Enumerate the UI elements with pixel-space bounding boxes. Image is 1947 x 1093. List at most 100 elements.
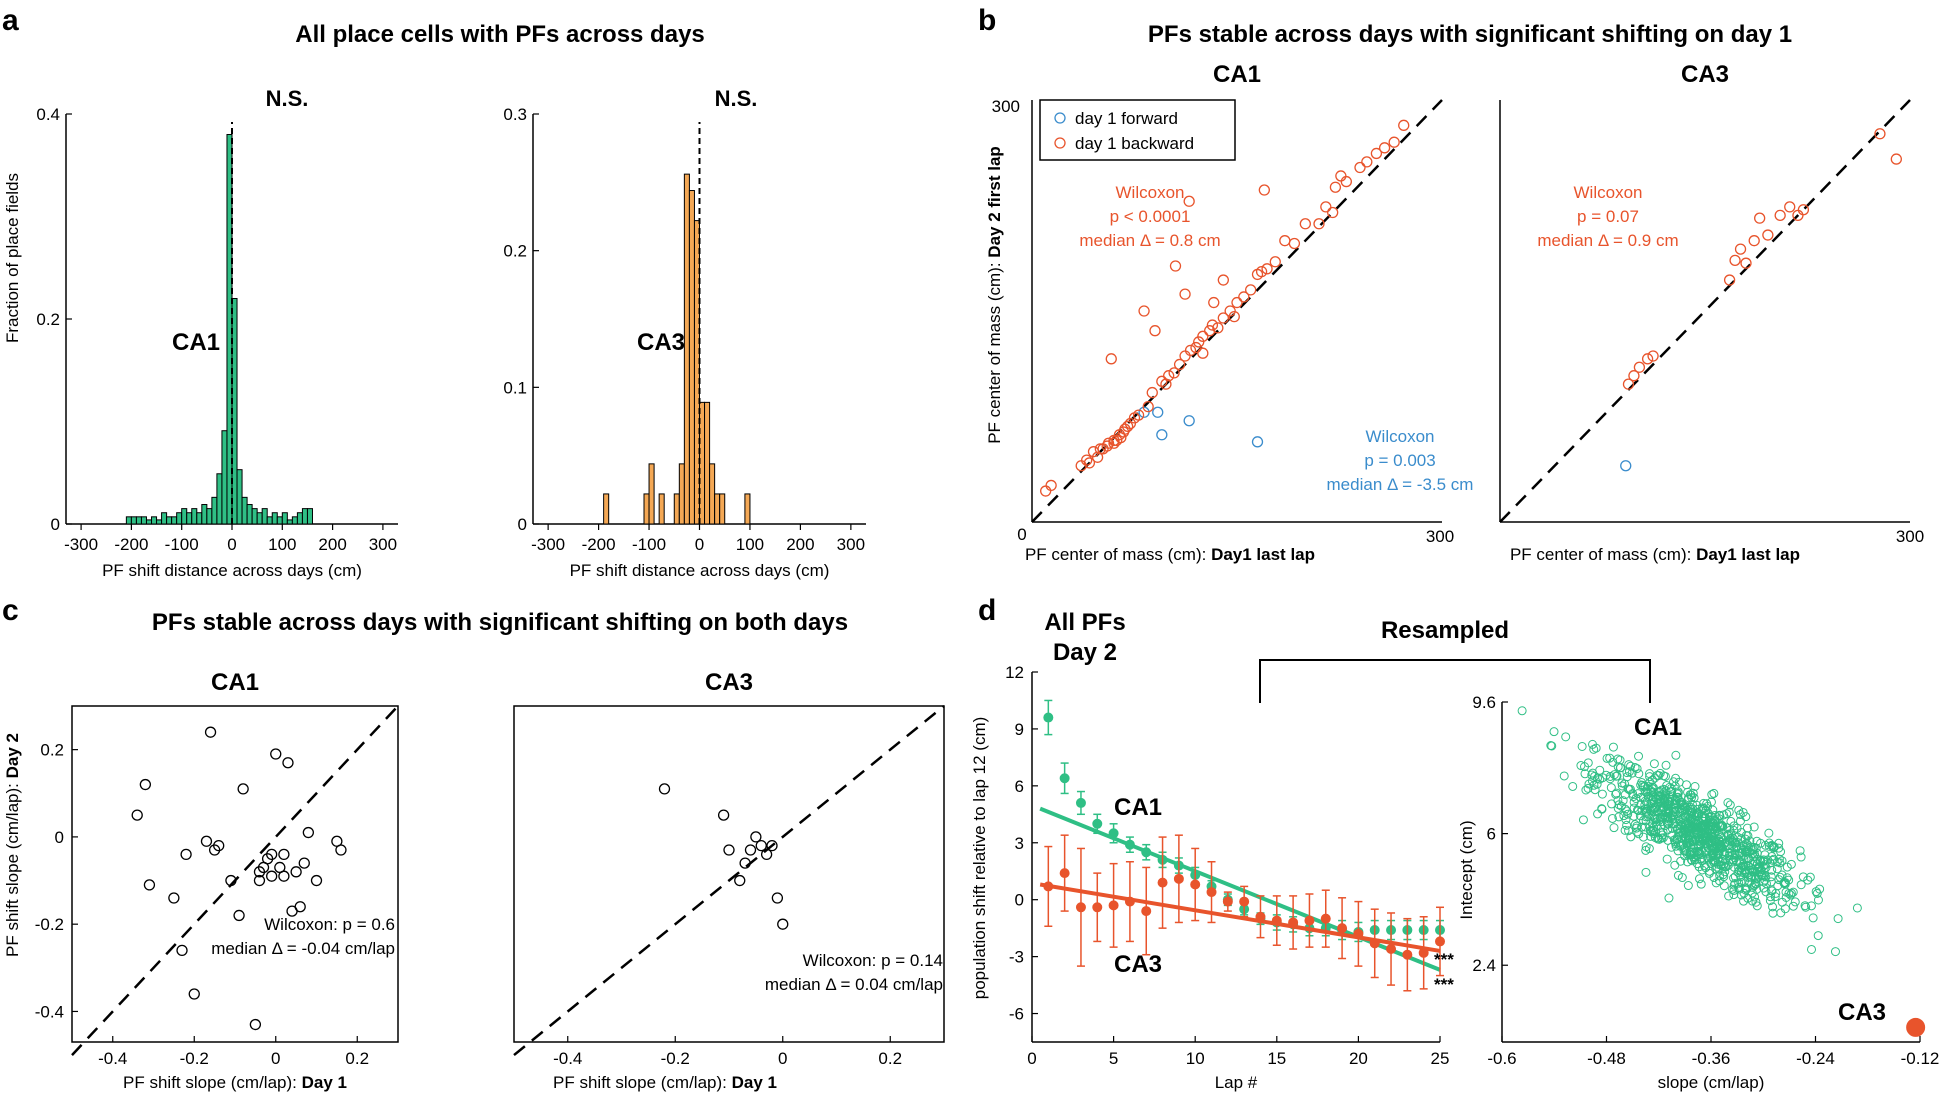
subplot-title: CA3 [705,669,753,696]
data-point [1193,336,1205,348]
resample-point [1620,779,1630,789]
resample-point [1641,867,1651,877]
data-point [1190,341,1202,354]
data-point [278,870,290,882]
panel-a-ylabel: Fraction of place fields [3,173,22,343]
resample-point [1654,787,1664,797]
resample-point [1730,879,1740,889]
panel-c-ca1-scatter: -0.4 -0.2 0 0.2 -0.4 -0.2 0 0.2 CA1 [35,669,399,1068]
resample-point [1694,862,1704,872]
data-point [734,874,746,887]
resample-point [1620,825,1630,835]
data-point [1152,406,1164,418]
resample-point [1559,771,1569,781]
b-ca3-red-stat-2: p = 0.07 [1577,207,1639,226]
resample-point [1736,877,1746,887]
resample-point [1617,781,1627,791]
resample-point [1811,887,1821,897]
identity-dashed-line [71,705,399,1056]
resample-point [1680,851,1690,861]
panel-b-ca1-blue-stats: Wilcoxon p = 0.003 median Δ = -3.5 cm [1327,427,1474,494]
panel-c-ca3-scatter: -0.4 -0.2 0 0.2 CA3 [513,669,945,1068]
data-point [1258,184,1270,196]
resample-point [1661,789,1671,799]
panel-b-ca1-scatter: CA1 0 300 300 [992,61,1455,546]
panel-b-ca1-xlabel-bold: Day1 last lap [1211,545,1315,564]
x-tick-label: 15 [1267,1049,1286,1068]
resample-point [1674,831,1684,841]
resample-point [1722,809,1732,819]
data-point [1354,161,1366,174]
identity-dashed-line [513,705,945,1057]
resample-point [1634,751,1644,761]
resample-point [1670,860,1680,870]
resample-point [1671,750,1681,760]
plot-frame [513,705,945,1043]
resample-point [1644,844,1654,854]
resample-point [1705,866,1715,876]
resample-point [1659,771,1669,781]
histogram-bar [603,493,610,525]
x-tick-label: -0.2 [180,1049,209,1068]
resample-point [1795,846,1805,856]
resample-point [1751,873,1761,883]
c-ca3-stat-2: median Δ = 0.04 cm/lap [765,975,943,994]
resample-point [1607,813,1617,823]
legend-forward-marker [1054,112,1066,124]
data-point [1337,923,1348,934]
b-ca3-red-stat-3: median Δ = 0.9 cm [1537,231,1678,250]
histogram-bar [261,508,268,525]
resample-point [1703,801,1713,811]
resample-point [1709,844,1719,854]
data-point [1288,237,1301,250]
resample-point [1613,762,1623,772]
x-axis-label: Lap # [1215,1073,1258,1092]
x-tick-label: -100 [165,535,199,554]
resample-point [1769,843,1779,853]
data-point [1197,347,1209,359]
resample-point [1741,847,1751,857]
resample-point [1606,783,1616,793]
resample-point [1808,913,1818,923]
panel-a-ca3-histogram: -300 -200 -100 0 100 200 300 0 0.1 0.2 0.3 PF shift… [503,105,866,580]
data-point [1142,401,1154,413]
resample-point [1597,789,1607,799]
resample-point [1595,774,1605,784]
resample-point [1640,822,1650,832]
resample-point [1764,841,1774,851]
x-tick-label: 0.2 [345,1049,369,1068]
data-point [1388,136,1400,148]
resample-point [1640,781,1650,791]
data-point [1239,896,1250,907]
y-tick-label: 0 [518,515,527,534]
resample-point [1743,862,1753,872]
resample-point [1630,763,1640,773]
resample-point [1735,810,1745,820]
resample-point [1719,881,1729,891]
resample-point [1777,856,1787,866]
data-point [1723,274,1736,286]
resample-point [1760,850,1770,860]
resample-point [1584,779,1594,789]
panel-b-ca1-xlabel: PF center of mass (cm): Day1 last lap [1025,545,1315,564]
data-point [1124,417,1137,430]
resample-point [1701,836,1711,846]
histogram-bar [688,190,695,525]
resample-point [1720,838,1730,848]
cloud-label-ca1: CA1 [1634,714,1682,741]
subplot-title: CA3 [1681,61,1729,88]
data-point [717,809,730,821]
panel-letter-b: b [978,4,996,37]
resample-point [1803,875,1813,885]
data-point [766,839,778,852]
resample-point [1698,805,1708,815]
resample-point [1703,853,1713,863]
resample-point [1725,800,1735,810]
resample-point [1781,892,1791,902]
x-tick-label: 300 [369,535,397,554]
y-tick-label: 0 [55,828,64,847]
resample-point [1691,818,1701,828]
resample-point [1716,861,1726,871]
data-point [1238,291,1250,303]
x-tick-label: -200 [582,535,616,554]
